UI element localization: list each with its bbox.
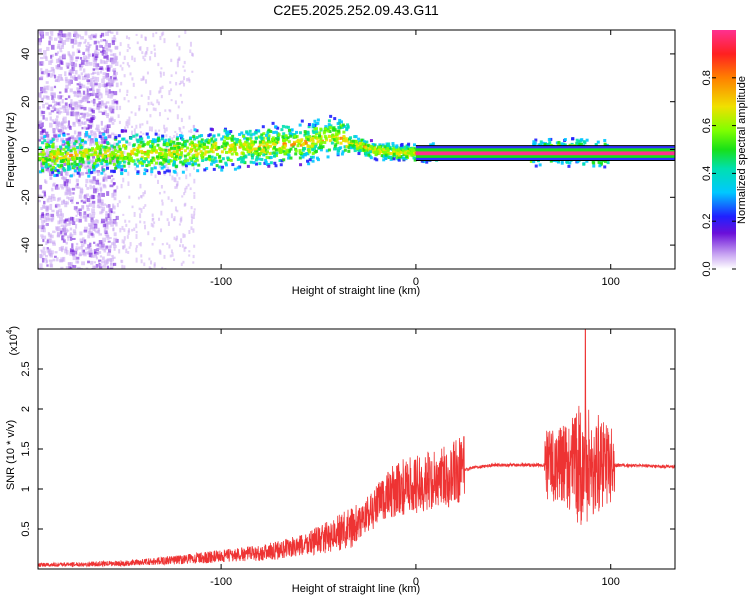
snr-ticks: -100 0 100 0.5 1 1.5 2 2.5 <box>20 329 675 588</box>
colorbar-tick-label: 0.2 <box>701 214 713 229</box>
spectrogram-y-tick-label: 20 <box>20 96 32 108</box>
snr-y-tick-label: 0.5 <box>20 521 32 536</box>
colorbar: 0.0 0.2 0.4 0.6 0.8 Normalized spectral ampl… <box>701 30 748 277</box>
colorbar-tick-label: 0.0 <box>701 261 713 276</box>
spectrogram-image <box>38 30 675 269</box>
spectrogram-x-tick-label: 100 <box>602 276 620 288</box>
spectrogram-ticks: -100 0 100 -40 -20 0 20 40 <box>20 30 675 288</box>
snr-y-label: SNR (10 * v/v) <box>5 420 17 490</box>
svg-text:(x104): (x104) <box>5 326 20 356</box>
snr-x-label: Height of straight line (km) <box>292 583 420 595</box>
snr-x-tick-label: 0 <box>413 576 419 588</box>
colorbar-tick-label: 0.6 <box>701 118 713 133</box>
snr-scale-exp: 4 <box>5 329 14 334</box>
snr-scale-base: (x10 <box>8 334 20 355</box>
snr-x-tick-label: -100 <box>210 576 232 588</box>
spectrogram-y-tick-label: 40 <box>20 48 32 60</box>
snr-y-tick-label: 1 <box>20 486 32 492</box>
spectrogram-y-tick-label: -40 <box>20 237 32 253</box>
spectrogram-x-label: Height of straight line (km) <box>292 285 420 297</box>
spectrogram-y-tick-label: -20 <box>20 189 32 205</box>
snr-y-tick-label: 1.5 <box>20 441 32 456</box>
snr-y-tick-label: 2 <box>20 406 32 412</box>
snr-x-tick-label: 100 <box>602 576 620 588</box>
colorbar-tick-label: 0.8 <box>701 70 713 85</box>
spectrogram-x-tick-label: -100 <box>210 276 232 288</box>
colorbar-ticks: 0.0 0.2 0.4 0.6 0.8 <box>701 70 736 277</box>
snr-series-line <box>38 329 675 568</box>
spectrogram-y-label: Frequency (Hz) <box>5 112 17 188</box>
colorbar-label: Normalized spectral amplitude <box>736 76 748 224</box>
spectrogram-panel: -100 0 100 -40 -20 0 20 40 Height of straight l… <box>5 29 676 297</box>
spectrogram-x-tick-label: 0 <box>413 276 419 288</box>
snr-y-scale-note: (x104) <box>5 326 20 356</box>
snr-y-tick-label: 2.5 <box>20 361 32 376</box>
spectrogram-y-tick-label: 0 <box>20 146 32 152</box>
colorbar-scale <box>712 30 736 269</box>
colorbar-tick-label: 0.4 <box>701 166 713 181</box>
chart-title: C2E5.2025.252.09.43.G11 <box>273 2 439 18</box>
snr-panel: -100 0 100 0.5 1 1.5 2 2.5 Height of straight l… <box>5 326 676 595</box>
